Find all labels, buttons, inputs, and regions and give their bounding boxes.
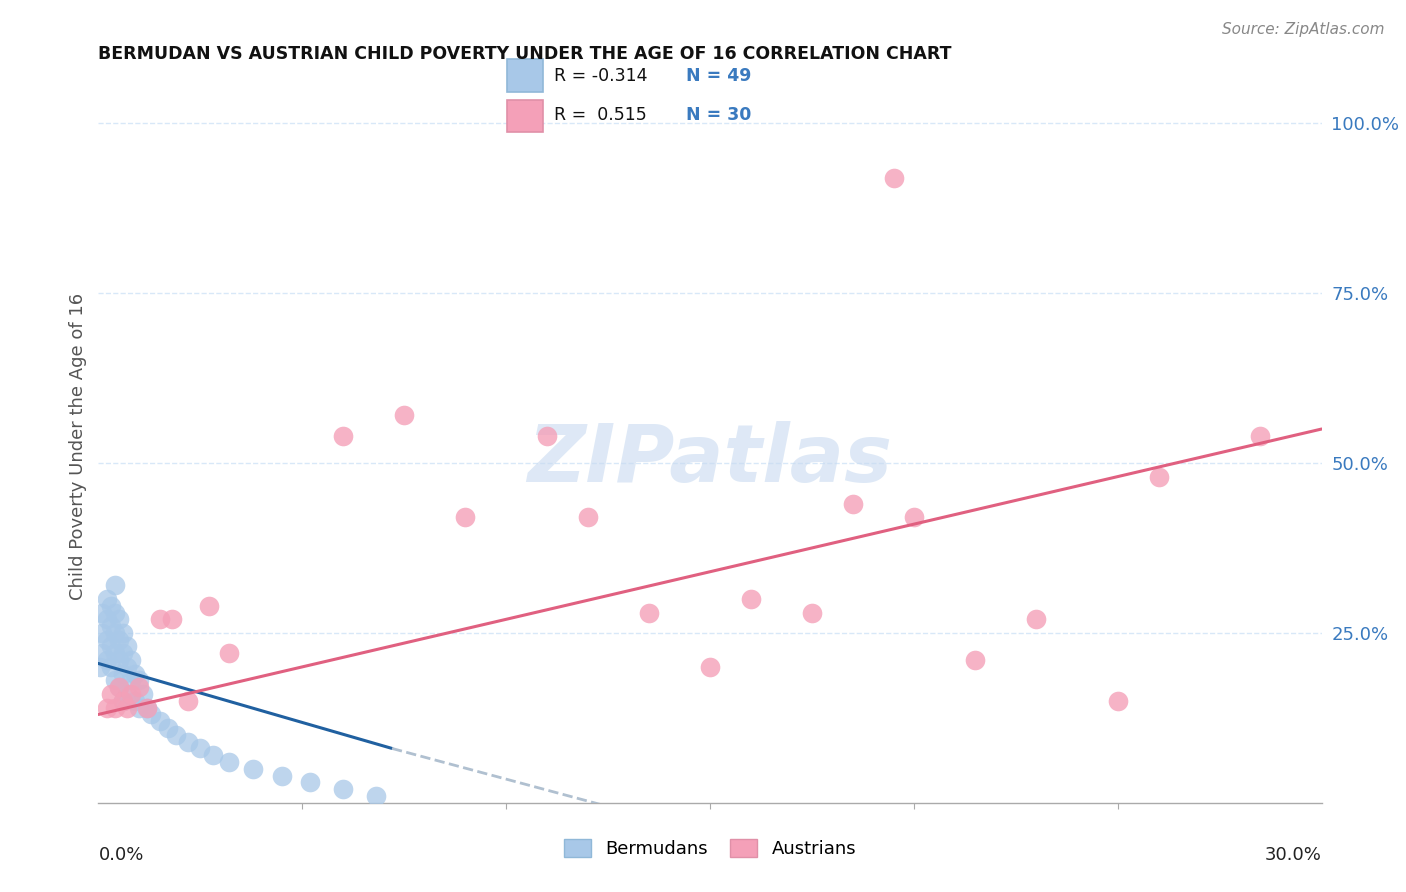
Point xyxy=(136,700,159,714)
Point xyxy=(115,660,138,674)
FancyBboxPatch shape xyxy=(508,60,543,92)
Point xyxy=(104,626,127,640)
Point xyxy=(156,721,179,735)
Point xyxy=(201,748,224,763)
Point xyxy=(177,694,200,708)
Text: N = 30: N = 30 xyxy=(686,106,751,124)
Point xyxy=(124,694,146,708)
Point xyxy=(332,429,354,443)
Text: R = -0.314: R = -0.314 xyxy=(554,67,648,85)
Point xyxy=(91,646,114,660)
Point xyxy=(197,599,219,613)
Point xyxy=(124,666,146,681)
Point xyxy=(392,409,416,423)
Point xyxy=(96,632,118,647)
Point xyxy=(115,700,138,714)
Point xyxy=(149,612,172,626)
Point xyxy=(128,700,150,714)
Point xyxy=(100,640,122,654)
Point xyxy=(104,700,127,714)
FancyBboxPatch shape xyxy=(508,100,543,132)
Point xyxy=(100,660,122,674)
Text: N = 49: N = 49 xyxy=(686,67,751,85)
Point xyxy=(576,510,599,524)
Point xyxy=(177,734,200,748)
Point xyxy=(111,626,134,640)
Point xyxy=(104,646,127,660)
Point xyxy=(136,700,159,714)
Point xyxy=(91,606,114,620)
Y-axis label: Child Poverty Under the Age of 16: Child Poverty Under the Age of 16 xyxy=(69,293,87,599)
Point xyxy=(638,606,661,620)
Point xyxy=(115,687,138,701)
Point xyxy=(1107,694,1129,708)
Text: ZIPatlas: ZIPatlas xyxy=(527,421,893,500)
Point xyxy=(104,673,127,688)
Legend: Bermudans, Austrians: Bermudans, Austrians xyxy=(564,838,856,858)
Point xyxy=(96,700,118,714)
Point xyxy=(801,606,824,620)
Text: Source: ZipAtlas.com: Source: ZipAtlas.com xyxy=(1222,22,1385,37)
Point xyxy=(332,782,354,797)
Point xyxy=(111,694,134,708)
Point xyxy=(132,687,155,701)
Point xyxy=(299,775,322,789)
Point xyxy=(104,578,127,592)
Point xyxy=(218,646,240,660)
Point xyxy=(100,687,122,701)
Point xyxy=(364,789,387,803)
Point xyxy=(100,599,122,613)
Point xyxy=(740,591,762,606)
Point xyxy=(242,762,264,776)
Point xyxy=(120,673,142,688)
Point xyxy=(100,619,122,633)
Point xyxy=(1147,469,1170,483)
Text: 30.0%: 30.0% xyxy=(1265,846,1322,863)
Point xyxy=(270,769,294,783)
Point xyxy=(160,612,183,626)
Point xyxy=(883,170,905,185)
Point xyxy=(128,680,150,694)
Point xyxy=(141,707,163,722)
Point xyxy=(218,755,240,769)
Point xyxy=(96,591,118,606)
Point xyxy=(108,653,131,667)
Point xyxy=(903,510,925,524)
Point xyxy=(841,497,863,511)
Point xyxy=(115,640,138,654)
Point xyxy=(108,612,131,626)
Point xyxy=(1025,612,1047,626)
Point xyxy=(91,626,114,640)
Point xyxy=(1249,429,1271,443)
Point xyxy=(120,653,142,667)
Point xyxy=(965,653,987,667)
Point xyxy=(699,660,721,674)
Point xyxy=(128,673,150,688)
Point xyxy=(96,612,118,626)
Point xyxy=(149,714,172,729)
Point xyxy=(108,680,131,694)
Point xyxy=(96,653,118,667)
Text: BERMUDAN VS AUSTRIAN CHILD POVERTY UNDER THE AGE OF 16 CORRELATION CHART: BERMUDAN VS AUSTRIAN CHILD POVERTY UNDER… xyxy=(98,45,952,62)
Point xyxy=(165,728,187,742)
Point xyxy=(120,687,142,701)
Point xyxy=(111,646,134,660)
Point xyxy=(89,660,111,674)
Point xyxy=(454,510,477,524)
Point xyxy=(108,680,131,694)
Point xyxy=(108,632,131,647)
Text: R =  0.515: R = 0.515 xyxy=(554,106,647,124)
Text: 0.0%: 0.0% xyxy=(98,846,143,863)
Point xyxy=(111,694,134,708)
Point xyxy=(104,606,127,620)
Point xyxy=(111,666,134,681)
Point xyxy=(536,429,558,443)
Point xyxy=(188,741,212,756)
